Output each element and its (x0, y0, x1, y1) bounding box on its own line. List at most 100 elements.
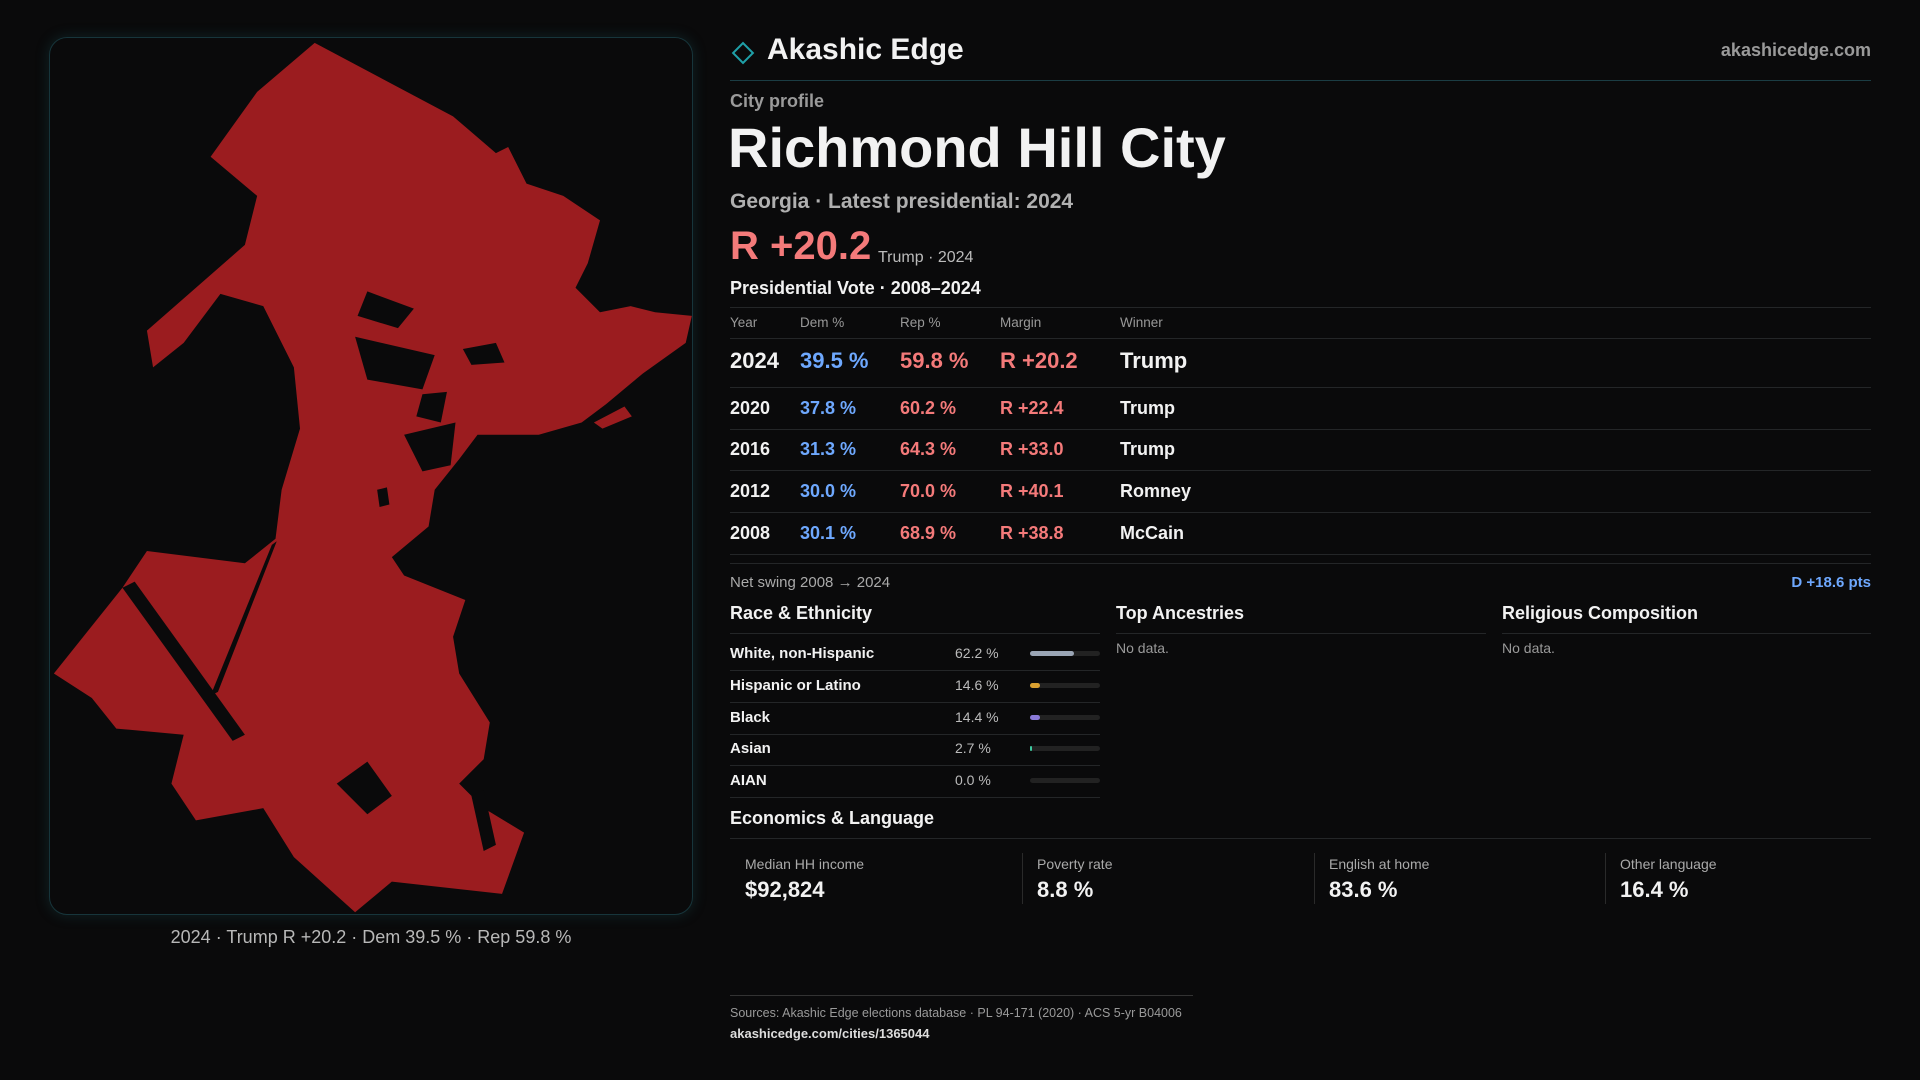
map-caption: 2024 · Trump R +20.2 · Dem 39.5 % · Rep … (170, 927, 572, 947)
table-cell: 2024 (730, 348, 779, 373)
table-cell: 2012 (730, 481, 771, 501)
religion-title: Religious Composition (1502, 603, 1698, 623)
ancestries-title: Top Ancestries (1116, 603, 1245, 623)
table-cell: R +22.4 (1000, 398, 1064, 418)
table-cell: Romney (1120, 481, 1192, 501)
race-label: White, non-Hispanic (730, 645, 875, 662)
race-value: 14.4 % (955, 709, 999, 725)
divider (730, 797, 1100, 798)
divider (730, 387, 1871, 388)
table-cell: 2008 (730, 523, 771, 543)
table-cell: 59.8 % (900, 348, 969, 373)
table-cell: R +20.2 (1000, 348, 1078, 373)
divider (730, 470, 1871, 471)
city-title: Richmond Hill City (728, 116, 1226, 179)
table-cell: McCain (1120, 523, 1185, 543)
divider (730, 702, 1100, 703)
race-label: Asian (730, 740, 771, 757)
race-value: 14.6 % (955, 677, 999, 693)
divider (730, 995, 1193, 996)
economics-title: Economics & Language (730, 808, 935, 828)
kicker: City profile (730, 91, 825, 111)
table-cell: 30.1 % (800, 523, 857, 543)
table-cell: R +33.0 (1000, 439, 1064, 459)
card-label: Other language (1620, 856, 1717, 872)
card-label: Median HH income (745, 856, 865, 872)
race-title: Race & Ethnicity (730, 603, 873, 623)
swing-value: D +18.6 pts (1791, 574, 1871, 591)
column-header: Rep % (900, 315, 941, 330)
column-header: Year (730, 315, 758, 330)
margin-note: Trump · 2024 (878, 249, 974, 266)
table-cell: 2020 (730, 398, 771, 418)
divider (730, 307, 1871, 308)
table-cell: 39.5 % (800, 348, 869, 373)
table-cell: R +40.1 (1000, 481, 1064, 501)
table-cell: 30.0 % (800, 481, 857, 501)
sources: Sources: Akashic Edge elections database… (730, 1006, 1182, 1020)
table-cell: R +38.8 (1000, 523, 1064, 543)
card-label: English at home (1329, 856, 1430, 872)
card-divider (1605, 853, 1606, 904)
votes-title: Presidential Vote · 2008–2024 (730, 278, 981, 298)
card-value: 16.4 % (1620, 877, 1689, 902)
divider (730, 80, 1871, 81)
column-header: Dem % (800, 315, 845, 330)
card-label: Poverty rate (1037, 856, 1113, 872)
divider (730, 633, 1100, 634)
divider (730, 512, 1871, 513)
religion-note: No data. (1502, 640, 1555, 656)
city-fragment (593, 406, 632, 429)
ancestries-note: No data. (1116, 640, 1169, 656)
table-cell: 60.2 % (900, 398, 957, 418)
map-panel (49, 37, 693, 915)
divider (730, 734, 1100, 735)
race-label: AIAN (730, 772, 767, 789)
divider (730, 429, 1871, 430)
divider (730, 765, 1100, 766)
swing-label: Net swing 2008 → 2024 (730, 574, 891, 591)
divider (730, 563, 1871, 564)
divider (730, 338, 1871, 339)
race-value: 2.7 % (955, 740, 991, 756)
logo (731, 41, 755, 65)
card-divider (1022, 853, 1023, 904)
bar (1030, 651, 1074, 656)
bar-track (1030, 715, 1100, 720)
table-cell: 37.8 % (800, 398, 857, 418)
map-holes (122, 291, 505, 852)
race-value: 0.0 % (955, 772, 991, 788)
race-label: Black (730, 709, 771, 726)
url[interactable]: akashicedge.com/cities/1365044 (730, 1026, 930, 1041)
table-cell: 68.9 % (900, 523, 957, 543)
race-value: 62.2 % (955, 645, 999, 661)
table-cell: 64.3 % (900, 439, 957, 459)
subtitle: Georgia · Latest presidential: 2024 (730, 190, 1074, 213)
site-link[interactable]: akashicedge.com (1720, 40, 1871, 60)
card-divider (1314, 853, 1315, 904)
divider (1502, 633, 1871, 634)
divider (730, 554, 1871, 555)
brand: Akashic Edge (767, 33, 964, 66)
table-cell: 70.0 % (900, 481, 957, 501)
bar (1030, 746, 1032, 751)
bar-track (1030, 746, 1100, 751)
divider (730, 670, 1100, 671)
column-header: Winner (1120, 315, 1163, 330)
column-header: Margin (1000, 315, 1042, 330)
margin: R +20.2 (730, 224, 872, 268)
race-label: Hispanic or Latino (730, 677, 861, 694)
table-cell: 31.3 % (800, 439, 857, 459)
bar-track (1030, 683, 1100, 688)
bar-track (1030, 778, 1100, 783)
divider (730, 838, 1871, 839)
table-cell: Trump (1120, 398, 1176, 418)
divider (1116, 633, 1486, 634)
card-value: 83.6 % (1329, 877, 1398, 902)
bar (1030, 715, 1041, 720)
card-value: $92,824 (745, 877, 825, 902)
bar (1030, 683, 1041, 688)
table-cell: 2016 (730, 439, 771, 459)
card-value: 8.8 % (1037, 877, 1094, 902)
